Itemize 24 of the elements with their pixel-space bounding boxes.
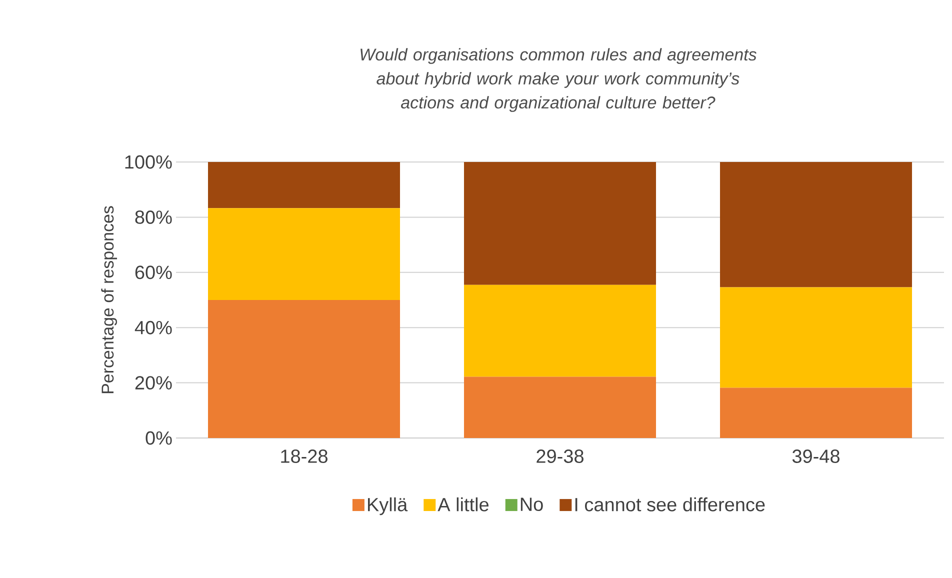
y-axis-title: Percentage of responces [101,206,118,394]
bar [208,208,400,300]
y-tick-label: 0% [146,431,172,445]
legend-label: No [520,498,543,512]
chart-title: Would organisations common rules and agreements about hybrid work make your work community’s actions and organizational culture better? [360,48,756,112]
x-tick-label: 18-28 [281,450,328,463]
bar [464,162,656,285]
bar [464,284,656,377]
x-tick-label: 39-48 [792,450,840,463]
legend-label: I cannot see difference [575,497,765,512]
y-tick-label: 20% [135,376,172,390]
bar [464,376,656,438]
bar [720,388,912,438]
bar [720,162,912,288]
bar [208,162,400,208]
x-tick-label: 29-38 [536,450,584,463]
bar [720,287,912,388]
y-tick-label: 60% [135,266,172,280]
y-tick-label: 80% [135,210,172,224]
bar [208,300,400,438]
legend-label: Kyllä [368,497,408,516]
legend-label: A little [438,497,489,512]
y-tick-label: 100% [125,155,172,169]
y-tick-label: 40% [134,320,172,334]
